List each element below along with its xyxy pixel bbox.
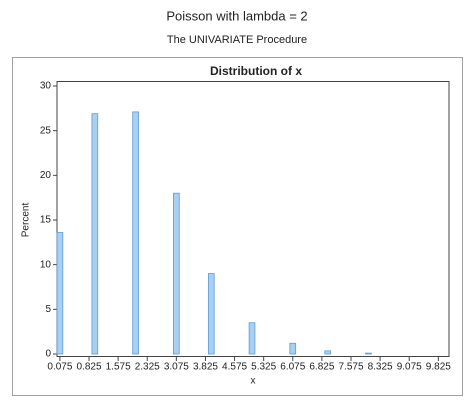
page-title: Poisson with lambda = 2 (166, 8, 307, 23)
x-tick-label: 1.575 (106, 362, 131, 373)
histogram-bar (91, 113, 99, 355)
x-tick-label: 4.575 (222, 362, 247, 373)
x-tick-label: 6.075 (280, 362, 305, 373)
x-tick-label: 2.325 (135, 362, 160, 373)
histogram-bar (289, 342, 297, 355)
x-tick-label: 3.825 (193, 362, 218, 373)
histogram-bar (173, 192, 180, 355)
y-tick-label: 10 (40, 259, 52, 270)
y-tick-label: 5 (45, 304, 51, 315)
y-tick-label: 0 (45, 349, 51, 360)
histogram-bar (207, 273, 215, 355)
x-tick-label: 0.825 (77, 362, 102, 373)
histogram-bar (132, 111, 139, 355)
histogram-bar (324, 350, 332, 355)
x-tick-label: 8.325 (368, 362, 393, 373)
x-tick-label: 6.825 (309, 362, 334, 373)
y-tick-label: 15 (40, 215, 52, 226)
x-tick-label: 0.075 (47, 362, 72, 373)
x-tick-label: 9.825 (426, 362, 451, 373)
x-tick-label: 5.325 (251, 362, 276, 373)
y-tick-label: 25 (40, 125, 52, 136)
x-axis-label: x (251, 376, 256, 387)
plot-frame (56, 81, 450, 357)
x-tick-label: 7.575 (338, 362, 363, 373)
y-tick-label: 20 (40, 170, 52, 181)
x-tick-label: 9.075 (397, 362, 422, 373)
page-subtitle: The UNIVARIATE Procedure (167, 34, 307, 46)
x-tick-label: 3.075 (164, 362, 189, 373)
chart-title: Distribution of x (210, 64, 302, 78)
histogram-bar (248, 322, 256, 355)
chart-frame (12, 57, 463, 396)
histogram-bar (365, 352, 372, 355)
histogram-bar (56, 232, 64, 355)
y-axis-label: Percent (21, 203, 32, 238)
y-tick-label: 30 (40, 81, 52, 92)
